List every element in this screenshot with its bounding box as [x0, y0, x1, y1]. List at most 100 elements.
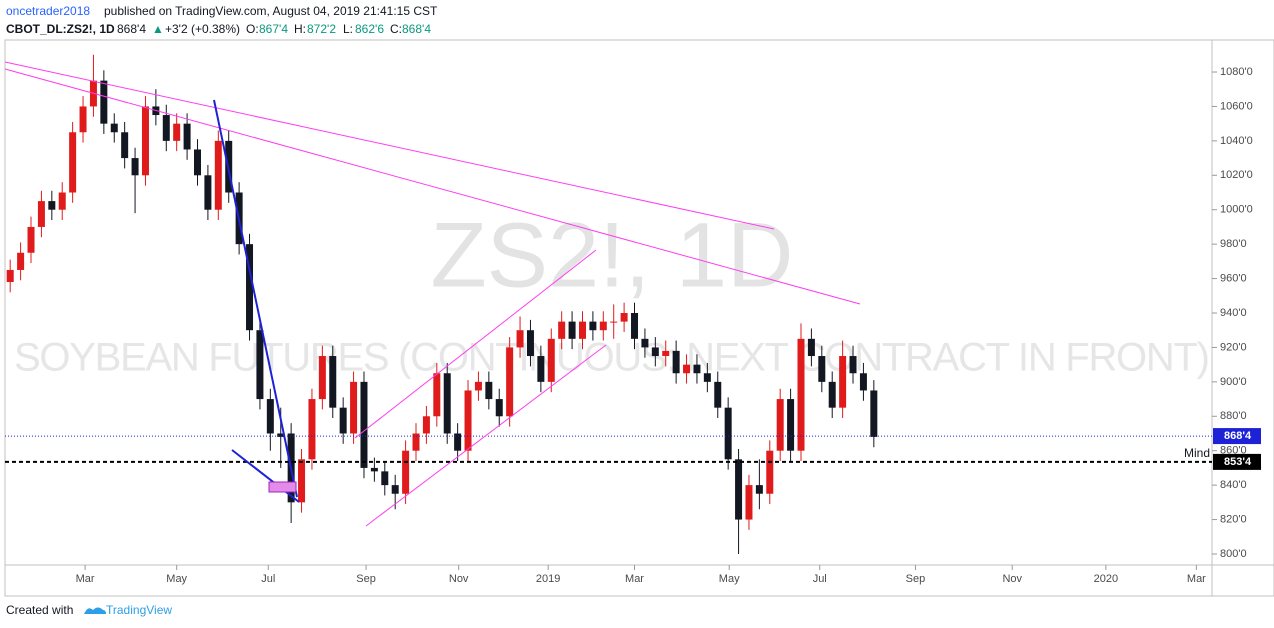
candle-body [79, 106, 87, 133]
candle-body [131, 158, 139, 176]
candle-body [714, 381, 722, 408]
y-tick-label: 1000'0 [1220, 204, 1253, 216]
candle-body [193, 149, 201, 176]
candle-body [526, 330, 534, 357]
y-tick-label: 1060'0 [1220, 100, 1253, 112]
candle-body [329, 356, 337, 408]
candle-body [828, 381, 836, 408]
candle-body [787, 399, 795, 451]
trendline [4, 68, 861, 305]
candle-body [516, 330, 524, 348]
x-tick-label: Mar [625, 573, 644, 585]
l-value: 862'6 [355, 22, 384, 36]
candle-body [412, 433, 420, 451]
candle-body [246, 244, 254, 331]
arrow: ▲ [152, 22, 164, 36]
candle-body [141, 106, 149, 176]
x-tick-label: May [166, 573, 187, 585]
candle-body [110, 123, 118, 133]
candle-body [308, 399, 316, 460]
candle-body [69, 132, 77, 193]
candle-body [547, 338, 555, 382]
candle-body [755, 485, 763, 494]
channel-line [365, 344, 607, 527]
last-price-tag [1213, 428, 1261, 445]
logo [84, 607, 106, 614]
candle-body [402, 450, 410, 494]
c-key: C: [390, 22, 402, 36]
candle-body [672, 350, 680, 374]
x-tick-label: Jul [261, 573, 275, 585]
y-tick-label: 940'0 [1220, 307, 1247, 319]
candle-body [360, 381, 368, 468]
frame [4, 39, 1274, 597]
candle-body [610, 321, 618, 323]
change: +3'2 (+0.38%) [165, 22, 240, 36]
x-tick-label: May [719, 573, 740, 585]
candle-body [776, 399, 784, 451]
trendline [231, 449, 300, 503]
candle-body [839, 356, 847, 408]
candle-body [100, 80, 108, 124]
candle-body [277, 433, 285, 437]
candle-body [173, 123, 181, 141]
candle-body [58, 192, 66, 210]
x-tick-label: 2019 [536, 573, 560, 585]
candle-body [339, 407, 347, 434]
o-value: 867'4 [259, 22, 288, 36]
candle-body [599, 321, 607, 331]
author[interactable]: oncetrader2018 [6, 4, 90, 18]
candle-body [662, 350, 670, 357]
candle-body [495, 399, 503, 417]
l-key: L: [343, 22, 353, 36]
candle-body [350, 381, 358, 434]
candle-body [818, 356, 826, 382]
x-tick-label: Nov [449, 573, 469, 585]
candle-body [370, 467, 378, 472]
candle-body [454, 433, 462, 451]
level-tag [1213, 453, 1261, 470]
candle-body [558, 321, 566, 339]
published: published on TradingView.com, August 04,… [104, 4, 438, 18]
candle-body [735, 459, 743, 520]
watermark-desc: SOYBEAN FUTURES (CONTINUOUS: NEXT CONTRA… [14, 336, 1210, 380]
candle-body [589, 321, 597, 331]
y-tick-label: 880'0 [1220, 410, 1247, 422]
candle-body [37, 201, 45, 227]
candle-body [724, 407, 732, 460]
h-value: 872'2 [307, 22, 336, 36]
candle-body [807, 338, 815, 357]
marker-box [268, 481, 297, 493]
level-name: Mind [1184, 446, 1210, 460]
candle-body [537, 356, 545, 382]
candle-body [651, 347, 659, 357]
y-tick-label: 900'0 [1220, 376, 1247, 388]
candle-body [422, 416, 430, 434]
candle-body [121, 132, 129, 159]
x-tick-label: Mar [76, 573, 95, 585]
y-tick-label: 860'0 [1220, 445, 1247, 457]
candle-body [506, 347, 514, 417]
symbol: CBOT_DL:ZS2!, 1D [6, 22, 115, 36]
candle-body [214, 140, 222, 210]
x-tick-label: Jul [813, 573, 827, 585]
candle-body [298, 459, 306, 503]
candle-body [766, 450, 774, 494]
candle-body [318, 356, 326, 400]
footer-brand[interactable]: TradingView [106, 603, 172, 617]
candle-body [204, 175, 212, 210]
y-tick-label: 840'0 [1220, 479, 1247, 491]
candle-body [183, 123, 191, 150]
x-tick-label: Sep [906, 573, 926, 585]
candle-body [27, 226, 35, 253]
last-price-label: 868'4 [1224, 430, 1252, 442]
trendline [4, 61, 775, 230]
trendline [213, 99, 298, 498]
y-tick-label: 960'0 [1220, 272, 1247, 284]
watermark: ZS2!, 1D [430, 204, 793, 306]
y-tick-label: 1080'0 [1220, 66, 1253, 78]
channel-line [354, 249, 597, 439]
candle-body [631, 313, 639, 339]
